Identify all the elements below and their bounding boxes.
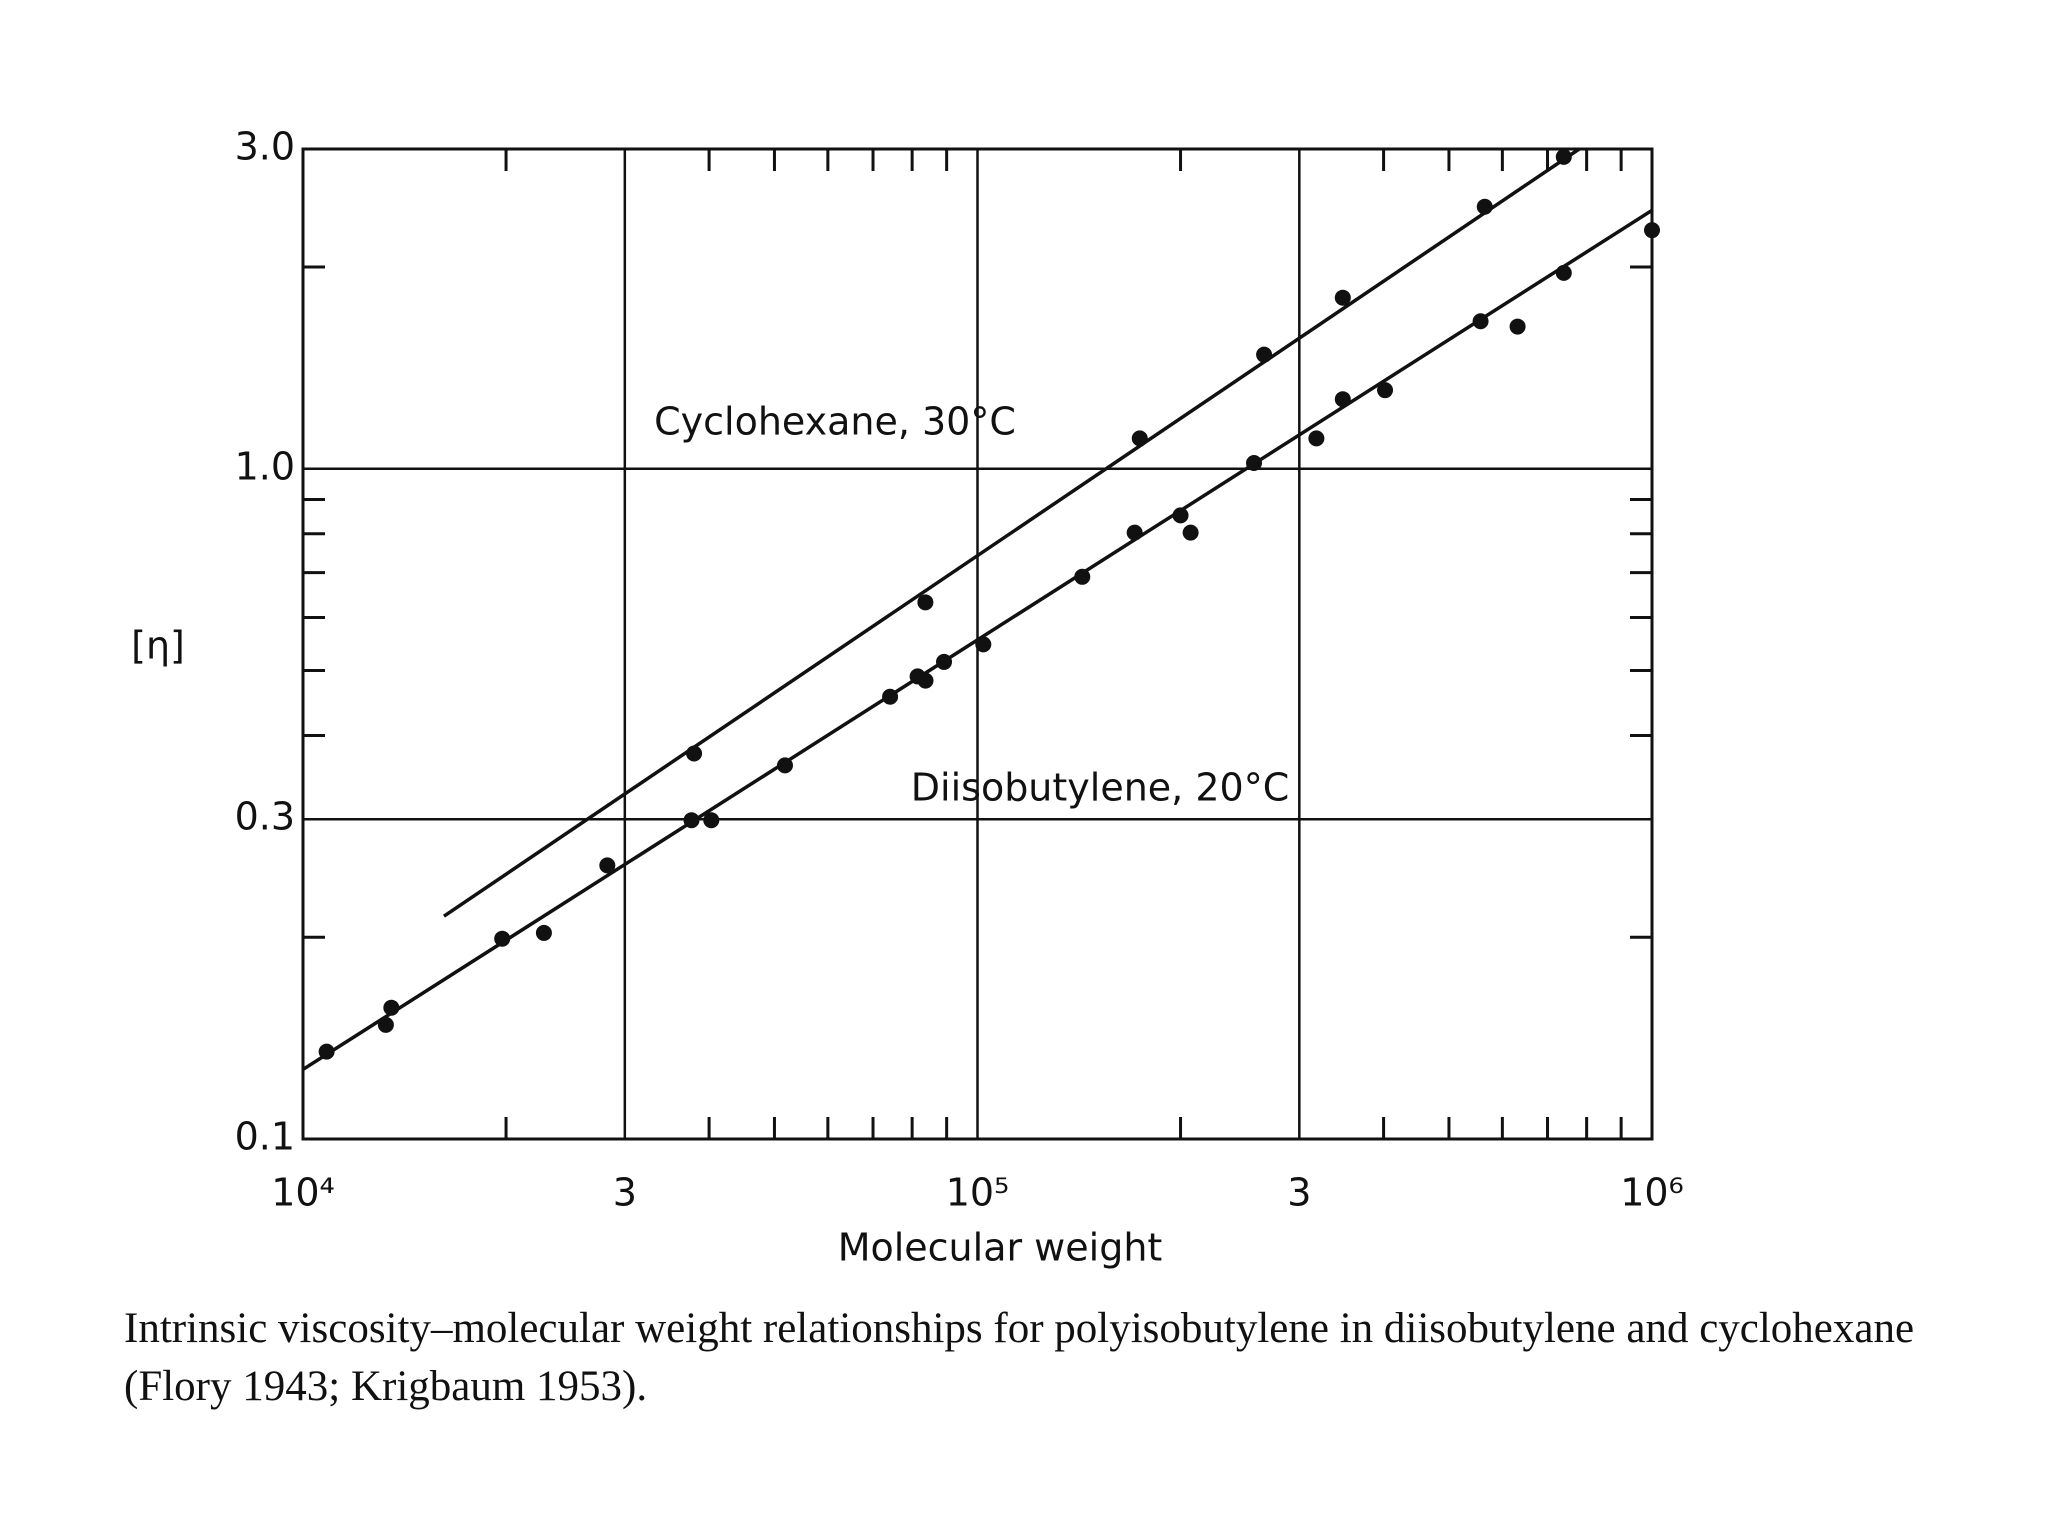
data-point (776, 757, 793, 774)
x-axis-label: Molecular weight (838, 1226, 1163, 1270)
x-tick-label: 10⁵ (946, 1171, 1010, 1215)
data-point (1334, 391, 1351, 408)
data-point (882, 688, 899, 705)
data-point (377, 1016, 394, 1033)
data-point (383, 999, 400, 1016)
data-point (1644, 222, 1660, 239)
data-point (318, 1043, 335, 1060)
data-point (1256, 346, 1273, 363)
data-point (936, 653, 953, 670)
data-point (599, 857, 616, 874)
data-point (1126, 524, 1143, 541)
y-tick-label: 0.1 (235, 1115, 295, 1159)
series-label: Cyclohexane, 30°C (654, 400, 1016, 444)
data-point (1131, 430, 1148, 447)
data-point (1182, 524, 1199, 541)
x-tick-label: 3 (1287, 1171, 1311, 1215)
data-point (1245, 455, 1262, 472)
fit-line (442, 147, 1581, 918)
x-tick-label: 10⁶ (1620, 1171, 1684, 1215)
data-point (703, 812, 720, 829)
y-tick-label: 0.3 (235, 795, 295, 839)
data-point (535, 924, 552, 941)
caption: Intrinsic viscosity–molecular weight rel… (124, 1305, 1915, 1410)
data-point (1172, 507, 1189, 524)
data-point (1334, 289, 1351, 306)
data-point (917, 594, 934, 611)
data-point (917, 672, 934, 689)
data-point (683, 812, 700, 829)
x-tick-label: 3 (613, 1171, 637, 1215)
data-point (686, 745, 703, 762)
series-label: Diisobutylene, 20°C (911, 766, 1289, 810)
data-point (1476, 198, 1493, 215)
data-point (1308, 430, 1325, 447)
data-point (1555, 264, 1572, 281)
y-axis-label: [η] (131, 624, 185, 668)
chart: Molecular weight [η] 10⁴ 3 10⁵ 3 10⁶ 0.1 0.3 1.… (131, 125, 1684, 1270)
data-point (494, 930, 511, 947)
data-point (1509, 318, 1526, 335)
data-point (1555, 148, 1572, 165)
data-point (1472, 313, 1489, 330)
data-point (1377, 382, 1394, 399)
y-tick-label: 3.0 (235, 125, 295, 169)
data-point (1074, 568, 1091, 585)
data-point (975, 636, 992, 653)
x-tick-label: 10⁴ (271, 1171, 335, 1215)
y-tick-label: 1.0 (235, 444, 295, 488)
